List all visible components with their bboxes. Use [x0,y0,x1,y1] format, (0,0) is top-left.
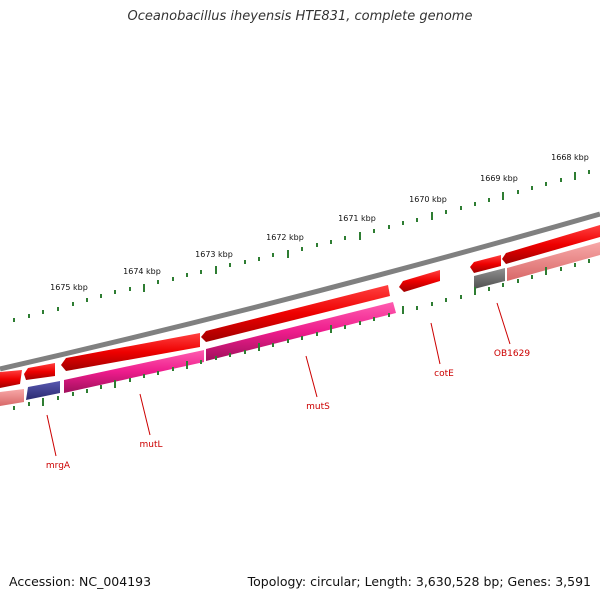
gene-arrow-OB1629 [474,268,505,289]
gene-arrow-mrgA [26,381,60,400]
gene-arrow [470,255,501,273]
gene-label-mutS: mutS [306,402,330,412]
gene-arrow [507,242,600,281]
gene-arrow-mutS [206,302,396,361]
gene-arrow [399,270,440,292]
accession-text: Accession: NC_004193 [9,574,152,589]
gene-arrow [502,225,600,264]
outer-scale-ticks [13,170,590,322]
map-title: Oceanobacillus iheyensis HTE831, complet… [127,9,473,24]
kbp-label: 1670 kbp [409,195,447,204]
gene-label-OB1629: OB1629 [494,349,530,359]
kbp-labels: 1668 kbp 1669 kbp 1670 kbp 1671 kbp 1672… [50,153,589,292]
gene-arrow-mutL [64,350,204,393]
gene-label-leaders [46,302,511,457]
gene-labels: OB1629 cotE mutS mutL mrgA [46,349,530,471]
gene-arrow [0,389,24,406]
gene-label-mutL: mutL [139,440,162,450]
genome-summary-text: Topology: circular; Length: 3,630,528 bp… [247,574,591,589]
gene-label-mrgA: mrgA [46,461,71,471]
kbp-label: 1675 kbp [50,283,88,292]
reverse-strand-genes[interactable] [0,242,600,406]
forward-strand-genes[interactable] [0,225,600,388]
gene-arrow [201,285,390,342]
gene-arrow [0,370,22,388]
kbp-label: 1674 kbp [123,267,161,276]
kbp-label: 1668 kbp [551,153,589,162]
gene-label-cotE: cotE [434,369,454,379]
genome-backbone [0,211,600,372]
inner-scale-ticks [13,259,590,410]
kbp-label: 1672 kbp [266,233,304,242]
gene-arrow [61,333,200,371]
kbp-label: 1673 kbp [195,250,233,259]
kbp-label: 1671 kbp [338,214,376,223]
kbp-label: 1669 kbp [480,174,518,183]
gene-arrow [24,363,55,380]
